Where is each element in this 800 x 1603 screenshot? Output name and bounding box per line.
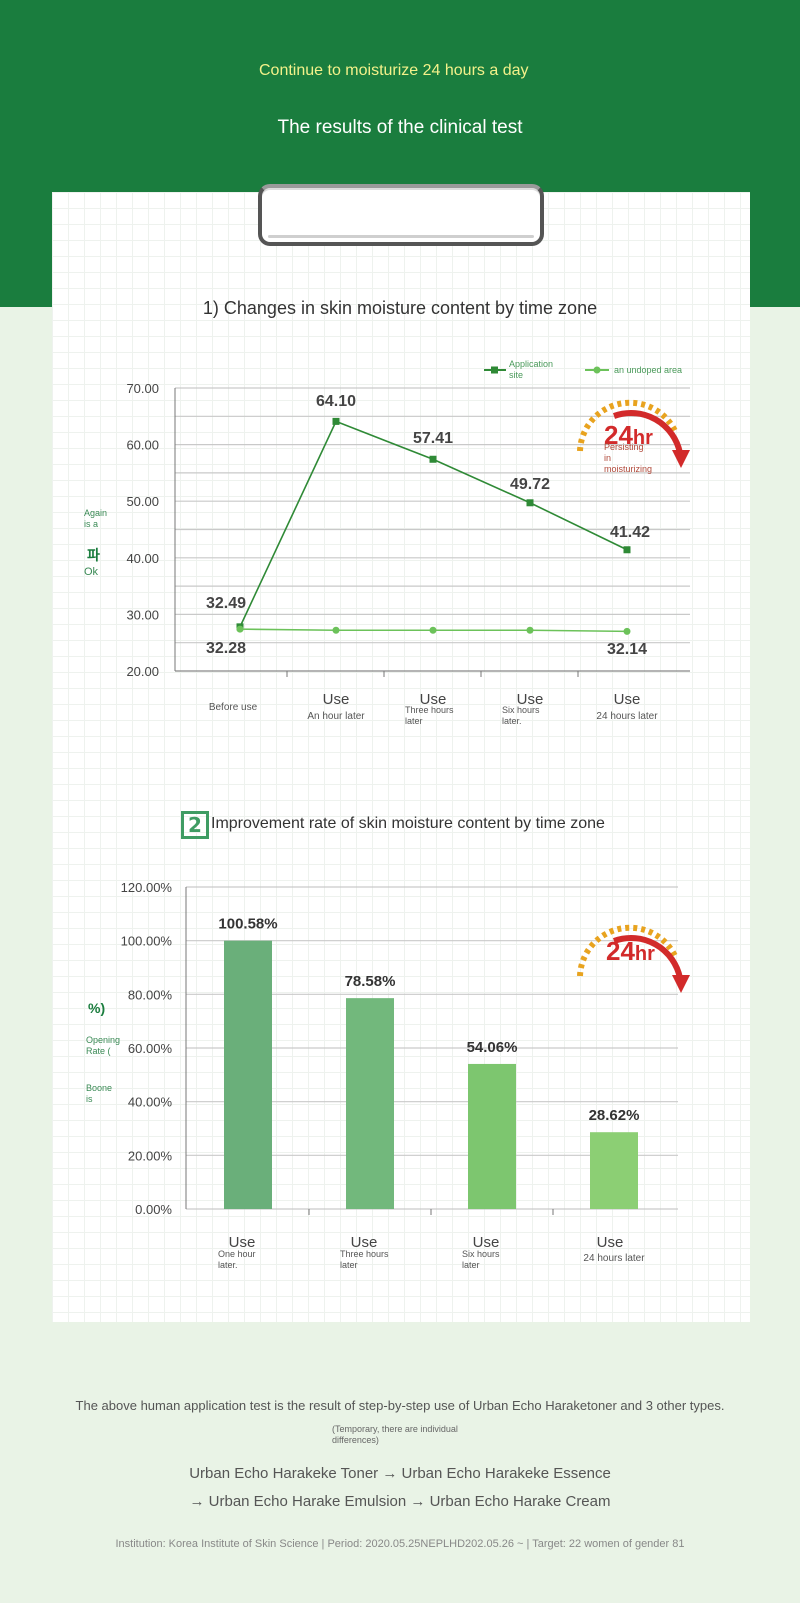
y-tick-label: 30.00 [126,607,159,622]
y-tick-label: 60.00 [126,438,159,453]
data-label: 78.58% [345,973,396,990]
series-point [429,455,437,463]
x-category-sublabel: An hour later [307,711,365,722]
series-point [526,499,534,507]
data-label: 54.06% [467,1039,518,1056]
y-tick-label: 40.00% [128,1095,173,1110]
header-title: The results of the clinical test [277,117,523,138]
y-tick-label: 120.00% [121,880,173,895]
chart1-title: 1) Changes in skin moisture content by t… [202,298,598,318]
series-point [623,546,631,554]
series-point [332,417,340,425]
chart1-side-note: Again is a [84,508,108,529]
y-tick-label: 60.00% [128,1041,173,1056]
x-category-sublabel: later [340,1260,358,1270]
footer-institution: Institution: Korea Institute of Skin Sci… [115,1538,685,1550]
data-label: 41.42 [610,524,650,541]
x-category-sublabel: later [405,716,423,726]
footer-product-line1: Urban Echo Harakeke Toner → Urban Echo H… [189,1465,611,1482]
bar [224,940,272,1209]
x-category-sublabel: Six hours [462,1249,500,1259]
x-category-sublabel: 24 hours later [583,1253,645,1264]
data-label: 32.49 [206,595,246,612]
y-tick-label: 20.00 [126,664,159,679]
y-tick-label: 70.00 [126,381,159,396]
x-category-label: Use [614,691,641,708]
chart2-title: Improvement rate of skin moisture conten… [211,815,605,832]
chart1-side-ok: Ok [84,566,99,578]
x-category-label: Use [323,691,350,708]
chart2-axis-symbol: %) [88,1000,106,1016]
series-point [429,626,437,634]
x-category-sublabel: Three hours [340,1249,389,1259]
x-category-sublabel: later. [502,716,522,726]
badge-24hr-icon: 24hr Persisting in moisturizing [577,399,690,474]
svg-text:site: site [509,370,523,380]
chart1-side-glyph: 파 [87,547,100,563]
legend-undoped-area: an undoped area [614,365,682,375]
series-point [623,627,631,635]
x-category-label: Use [473,1234,500,1251]
svg-text:moisturizing: moisturizing [604,464,652,474]
footer-product-line2: → Urban Echo Harake Emulsion → Urban Ech… [189,1493,611,1510]
chart2-axis-note: Opening Rate ( [86,1035,121,1056]
series-point [332,626,340,634]
chart2-number-badge: 2 [181,811,209,839]
y-tick-label: 100.00% [121,934,173,949]
series-line [239,420,628,628]
x-category-sublabel: Before use [209,702,258,713]
x-category-sublabel: Three hours [405,705,454,715]
data-label: 32.28 [206,640,246,657]
chart2-bar-chart: 0.00% 20.00% 40.00% 60.00% 80.00% 100.00% 120.… [121,880,690,1270]
y-tick-label: 50.00 [126,494,159,509]
y-tick-label: 80.00% [128,987,173,1002]
data-label: 49.72 [510,476,550,493]
x-category-sublabel: later. [218,1260,238,1270]
legend-application-site: Application [509,359,553,369]
x-category-label: Use [517,691,544,708]
data-label: 32.14 [607,641,647,658]
bar [468,1063,516,1209]
x-category-label: Use [420,691,447,708]
x-category-label: Use [351,1234,378,1251]
x-category-sublabel: later [462,1260,480,1270]
series-point [236,625,244,633]
data-label: 64.10 [316,393,356,410]
series-point [526,626,534,634]
x-category-sublabel: One hour [218,1249,256,1259]
header-tagline: Continue to moisturize 24 hours a day [259,62,529,79]
svg-text:Persisting: Persisting [604,442,644,452]
bar [346,998,394,1209]
x-category-sublabel: Six hours [502,705,540,715]
footer-small-note: (Temporary, there are individual differe… [332,1424,458,1445]
clipboard-clip [258,184,544,246]
x-category-label: Use [597,1234,624,1251]
chart2-axis-note2: Boone is [86,1083,113,1104]
badge-24hr-icon: 24hr [577,924,690,993]
x-category-label: Use [229,1234,256,1251]
svg-text:in: in [604,453,611,463]
data-label: 57.41 [413,430,453,447]
bar [590,1132,638,1209]
footer-test-note: The above human application test is the … [75,1398,725,1413]
chart1-line-chart: 20.00 30.00 40.00 50.00 60.00 70.00 Before use… [126,359,690,726]
y-tick-label: 20.00% [128,1148,173,1163]
data-label: 100.58% [218,916,277,933]
x-category-sublabel: 24 hours later [596,711,658,722]
data-label: 28.62% [589,1107,640,1124]
y-tick-label: 0.00% [135,1202,172,1217]
y-tick-label: 40.00 [126,551,159,566]
